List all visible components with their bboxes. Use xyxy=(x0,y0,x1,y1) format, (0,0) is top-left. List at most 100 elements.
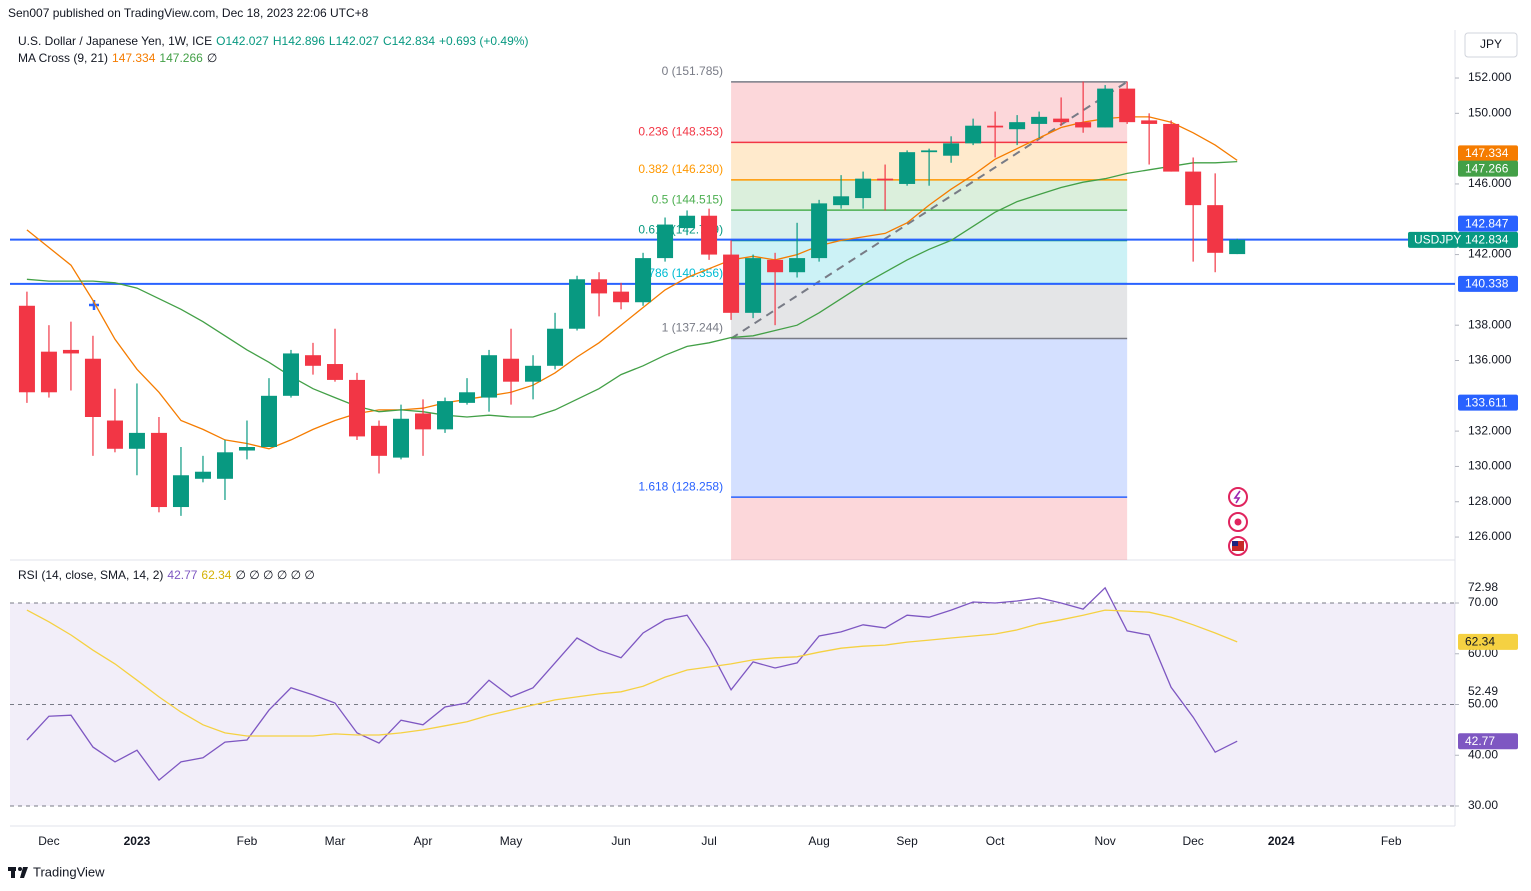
ohlc-c: C142.834 xyxy=(382,34,436,48)
rsi-line xyxy=(26,586,1238,782)
ma-slow-value: 147.266 xyxy=(159,51,203,65)
symbol-badge-bg xyxy=(1408,231,1458,248)
fib-zone xyxy=(731,497,1128,560)
currency-button[interactable] xyxy=(1464,32,1518,58)
candle-body xyxy=(62,349,79,354)
axis-mark: 52.49 xyxy=(1468,684,1498,698)
candle-body xyxy=(349,379,366,437)
candle-body xyxy=(481,355,498,398)
price-marker-badge-bg xyxy=(1458,394,1518,411)
ma-slow-badge-bg xyxy=(1458,160,1518,177)
ma-title: MA Cross (9, 21) xyxy=(18,51,109,65)
candle-body xyxy=(1185,171,1202,206)
currency[interactable]: JPY xyxy=(1480,37,1502,51)
y-tick-label: 142.000 xyxy=(1468,247,1512,261)
candle-body xyxy=(216,452,233,479)
axis-mark: 72.98 xyxy=(1468,580,1498,594)
candle-body xyxy=(899,152,916,184)
candle-body xyxy=(437,401,454,430)
candle-body xyxy=(18,305,35,393)
y-tick-label: 132.000 xyxy=(1468,423,1512,437)
rsi-legend: RSI (14, close, SMA, 14, 2) 42.77 62.34 … xyxy=(18,568,315,582)
candle-body xyxy=(1207,205,1224,253)
candle-body xyxy=(855,178,872,199)
candle-body xyxy=(1031,116,1048,124)
fib-zone xyxy=(731,81,1128,143)
fib-label: 0.382 (146.230) xyxy=(638,162,723,176)
candle-body xyxy=(877,178,894,181)
fib-label: 1 (137.244) xyxy=(662,321,723,335)
candle-body xyxy=(1141,120,1158,124)
candle-body xyxy=(591,279,608,294)
candle-body xyxy=(260,395,277,448)
candle-body xyxy=(811,203,828,259)
candle-body xyxy=(943,143,960,156)
candle-body xyxy=(789,258,806,273)
candle-body xyxy=(150,432,167,508)
rsi-line xyxy=(26,609,1238,737)
candle-body xyxy=(965,125,982,144)
y-tick-label: 138.000 xyxy=(1468,317,1512,331)
symbol-title: U.S. Dollar / Japanese Yen, 1W, ICE xyxy=(18,34,213,48)
y-tick-label: 30.00 xyxy=(1468,798,1498,812)
candle-body xyxy=(393,418,410,458)
candle-body xyxy=(657,224,674,259)
y-tick-label: 70.00 xyxy=(1468,595,1498,609)
x-tick-label: Feb xyxy=(1381,834,1402,848)
price-legend: U.S. Dollar / Japanese Yen, 1W, ICE O142… xyxy=(18,34,528,48)
fib-label: 0.236 (148.353) xyxy=(638,125,723,139)
rsi-value: 42.77 xyxy=(167,568,198,582)
price-line-badge: 142.847 xyxy=(1465,216,1509,230)
y-tick-label: 40.00 xyxy=(1468,747,1498,761)
change: +0.693 (+0.49%) xyxy=(439,34,529,48)
candle-body xyxy=(128,432,145,449)
price-marker-badge: 133.611 xyxy=(1465,395,1508,409)
x-tick-label: Nov xyxy=(1094,834,1115,848)
y-tick-label: 136.000 xyxy=(1468,353,1512,367)
candle-body xyxy=(921,150,938,153)
price-line-badge-bg xyxy=(1458,215,1518,232)
candle-body xyxy=(106,420,123,449)
price-line-badge: 140.338 xyxy=(1465,277,1509,291)
candle-body xyxy=(723,254,740,313)
candle-body xyxy=(194,471,211,479)
rsi-suffix: ∅ ∅ ∅ ∅ ∅ ∅ xyxy=(235,568,315,582)
candle-body xyxy=(415,413,432,430)
y-tick-label: 50.00 xyxy=(1468,697,1498,711)
ohlc-o: O142.027 xyxy=(216,34,269,48)
candle-body xyxy=(459,392,476,403)
x-tick-label: Dec xyxy=(38,834,59,848)
candle-body xyxy=(282,353,299,396)
x-tick-label: Apr xyxy=(414,834,433,848)
ohlc-h: H142.896 xyxy=(272,34,325,48)
candle-body xyxy=(84,358,101,417)
x-tick-label: 2024 xyxy=(1268,834,1295,848)
footer: TradingView xyxy=(33,864,105,879)
event-icons[interactable] xyxy=(1228,487,1248,556)
candle-body xyxy=(569,279,586,329)
ma-suffix: ∅ xyxy=(206,51,218,65)
x-tick-label: Jun xyxy=(611,834,630,848)
candle-body xyxy=(1119,88,1136,123)
y-tick-label: 130.000 xyxy=(1468,459,1512,473)
x-tick-label: Dec xyxy=(1182,834,1203,848)
candle-body xyxy=(326,364,343,380)
candle-body xyxy=(525,365,542,382)
y-tick-label: 152.000 xyxy=(1468,70,1512,84)
symbol-badge: USDJPY xyxy=(1414,233,1461,247)
rsi-sma-badge: 62.34 xyxy=(1465,635,1495,649)
candle-body xyxy=(635,258,652,303)
candle-body xyxy=(1009,122,1026,130)
candle-body xyxy=(547,328,564,366)
ma-line xyxy=(26,160,1238,418)
candle-body xyxy=(987,125,1004,128)
candle-body xyxy=(238,447,255,451)
ma-legend: MA Cross (9, 21) 147.334 147.266 ∅ xyxy=(18,51,217,65)
rsi-sma-value: 62.34 xyxy=(201,568,232,582)
ma-line xyxy=(26,116,1238,450)
fib-label: 0.786 (140.356) xyxy=(638,266,723,280)
rsi-title: RSI (14, close, SMA, 14, 2) xyxy=(18,568,164,582)
candle-body xyxy=(613,291,630,303)
